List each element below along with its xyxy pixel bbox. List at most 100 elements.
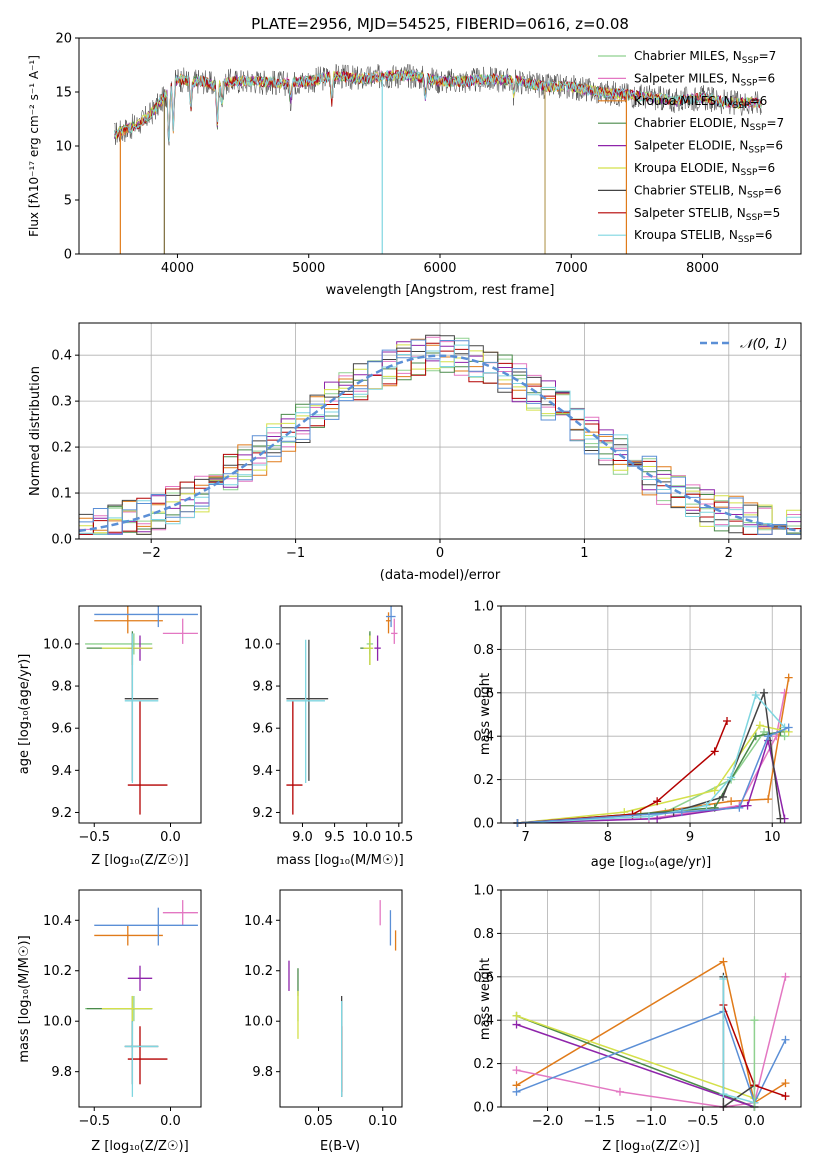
legend-label-sub: SSP [738, 235, 755, 245]
legend-label-chabrier_elodie: Chabrier ELODIE, NSSP=7 [634, 116, 784, 133]
z-massweight-marker-kroupa_miles [719, 957, 728, 966]
age-massweight-marker-kroupa_miles [764, 795, 773, 804]
histogram-step-gauss [79, 339, 801, 535]
z-massweight-xtick-label: −1.5 [583, 1114, 615, 1129]
z-massweight-ticks: −2.0 −1.5 −1.0 −0.5 0.0 0.0 0.2 0.4 0.6 0.8 1.0 [473, 884, 801, 1129]
chart-title: PLATE=2956, MJD=54525, FIBERID=0616, z=0… [251, 15, 629, 33]
legend-label-sub: SSP [741, 168, 758, 178]
mass-age-ticks: 9.0 9.5 10.0 10.59.29.49.69.810.0 [244, 637, 413, 845]
ebv-mass-ytick-label: 10.0 [244, 1015, 273, 1030]
legend-label-chabrier_stelib: Chabrier STELIB, NSSP=6 [634, 183, 782, 200]
age-massweight-marker-chabrier_miles [780, 732, 789, 741]
z-massweight-ytick-label: 0.2 [473, 1057, 494, 1072]
histogram-step-chabrier_stelib [79, 334, 801, 535]
age-massweight-marker-salpeter_stelib [723, 717, 732, 726]
age-massweight-marker-chabrier_stelib [760, 688, 769, 697]
spectrum-ytick-label: 5 [64, 194, 72, 209]
mass-age-xtick-label: 10.0 [352, 830, 381, 845]
age-massweight-ytick-label: 0.6 [473, 686, 494, 701]
age-massweight-marker-kroupa_stelib [751, 690, 760, 699]
ebv-mass-xtick-label: 0.05 [304, 1114, 333, 1129]
z-massweight-marker-gauss [512, 1087, 521, 1096]
ebv-mass-ytick-label: 9.8 [252, 1065, 273, 1080]
spectrum-series [114, 63, 762, 254]
z-age-ytick-label: 9.4 [51, 764, 72, 779]
legend-label-chabrier_miles: Chabrier MILES, NSSP=7 [634, 49, 776, 66]
spectrum-ytick-label: 15 [55, 86, 72, 101]
z-massweight-marker-gauss [781, 1035, 790, 1044]
mass-age-xtick-label: 10.5 [384, 830, 413, 845]
mass-age-ytick-label: 10.0 [244, 637, 273, 652]
spectrum-xtick-label: 6000 [423, 261, 456, 276]
histogram-step-salpeter_miles [79, 336, 801, 535]
spectrum-panel: PLATE=2956, MJD=54525, FIBERID=0616, z=0… [27, 15, 802, 298]
z-age-panel: Z [log₁₀(Z/Z☉)] age [log₁₀(age/yr)] −0.5… [17, 605, 202, 868]
ebv-mass-ticks: 0.05 0.10 9.8 10.0 10.2 10.4 [244, 914, 397, 1129]
z-massweight-ytick-label: 0.8 [473, 927, 494, 942]
spectrum-xtick-label: 7000 [555, 261, 588, 276]
residual-histogram-panel: −2 −1 0 1 2 0.0 0.1 0.2 0.3 0.4 (data-model)/erro… [28, 322, 802, 583]
histogram-ylabel: Normed distribution [28, 366, 43, 496]
legend-label-salpeter_miles: Salpeter MILES, NSSP=6 [634, 71, 775, 88]
legend-label-main: Chabrier ELODIE, N [634, 116, 750, 130]
age-massweight-marker-gauss [677, 808, 686, 817]
legend-label-suffix: =6 [765, 139, 783, 153]
histogram-ytick-label: 0.2 [51, 441, 72, 456]
age-massweight-line-chabrier_miles [517, 731, 785, 824]
spectrum-xtick-label: 8000 [686, 261, 719, 276]
z-age-ylabel: age [log₁₀(age/yr)] [17, 654, 32, 775]
z-mass-xtick-label: 0.0 [160, 1114, 181, 1129]
histogram-axes-frame [78, 322, 802, 540]
z-massweight-marker-chabrier_miles [750, 1016, 759, 1025]
spectrum-xlabel: wavelength [Angstrom, rest frame] [326, 283, 555, 298]
legend-label-main: Salpeter MILES, N [634, 71, 741, 85]
gauss-legend-label: 𝒩(0, 1) [740, 337, 787, 352]
mass-age-ytick-label: 9.4 [252, 764, 273, 779]
age-massweight-marker-salpeter_stelib [710, 747, 719, 756]
z-massweight-panel: Z [log₁₀(Z/Z☉)] mass weight −2.0 −1.5 −1.0… [473, 884, 802, 1154]
z-age-ytick-label: 9.8 [51, 680, 72, 695]
age-massweight-marker-kroupa_miles [784, 673, 793, 682]
z-mass-axes-frame [78, 889, 202, 1108]
legend-label-kroupa_stelib: Kroupa STELIB, NSSP=6 [634, 228, 772, 245]
z-massweight-marker-salpeter_miles [512, 1066, 521, 1075]
age-massweight-ytick-label: 0.2 [473, 773, 494, 788]
age-massweight-marker-chabrier_stelib [776, 814, 785, 823]
spectrum-line-chabrier_stelib [114, 63, 762, 146]
histogram-ytick-label: 0.0 [51, 533, 72, 548]
legend-label-suffix: =6 [757, 161, 775, 175]
z-massweight-ytick-label: 1.0 [473, 884, 494, 899]
legend-label-suffix: =7 [766, 116, 784, 130]
legend-label-main: Kroupa STELIB, N [634, 228, 738, 242]
age-massweight-ytick-label: 1.0 [473, 600, 494, 615]
z-massweight-ytick-label: 0.6 [473, 970, 494, 985]
histogram-xtick-label: 2 [725, 546, 733, 561]
legend-label-main: Kroupa MILES, N [634, 94, 733, 108]
z-massweight-marker-kroupa_stelib [719, 974, 728, 983]
z-massweight-xtick-label: −0.5 [687, 1114, 719, 1129]
spectrum-lines [114, 63, 762, 254]
histogram-xtick-label: 1 [580, 546, 588, 561]
z-massweight-ytick-label: 0.0 [473, 1101, 494, 1116]
age-massweight-marker-gauss [764, 732, 773, 741]
legend-label-main: Salpeter STELIB, N [634, 206, 746, 220]
z-age-ytick-label: 9.6 [51, 722, 72, 737]
z-age-axes-frame [78, 605, 202, 824]
legend-label-main: Salpeter ELODIE, N [634, 139, 748, 153]
age-massweight-line-salpeter_miles [517, 692, 786, 824]
z-massweight-line-kroupa_elodie [516, 1015, 755, 1100]
age-massweight-marker-salpeter_miles [780, 688, 789, 697]
spectrum-xtick-label: 4000 [161, 261, 194, 276]
age-massweight-panel: age [log₁₀(age/yr)] mass weight 7 8 9 10 0.0… [473, 600, 802, 870]
histogram-xtick-label: −1 [286, 546, 305, 561]
legend-label-suffix: =7 [759, 49, 777, 63]
age-massweight-xtick-label: 9 [686, 830, 694, 845]
histogram-ytick-label: 0.1 [51, 487, 72, 502]
age-massweight-xtick-label: 7 [522, 830, 530, 845]
ebv-mass-ytick-label: 10.2 [244, 964, 273, 979]
histogram-ytick-label: 0.3 [51, 395, 72, 410]
mass-age-ytick-label: 9.6 [252, 722, 273, 737]
age-massweight-marker-salpeter_elodie [743, 801, 752, 810]
age-massweight-xtick-label: 10 [764, 830, 781, 845]
